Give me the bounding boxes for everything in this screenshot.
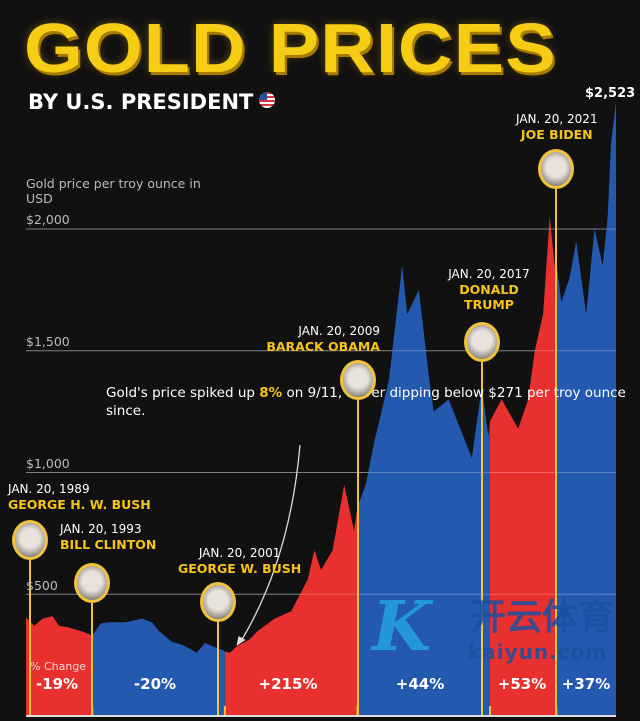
portrait-bush-jr	[200, 582, 236, 622]
title: GOLD PRICES	[24, 9, 557, 87]
president-label-clinton: JAN. 20, 1993 BILL CLINTON	[60, 522, 157, 552]
annotation-911: Gold's price spiked up 8% on 9/11, never…	[106, 385, 626, 419]
y-tick-1000: $1,000	[26, 456, 70, 471]
area-segment-2	[224, 101, 358, 716]
percent-change-label: % Change	[30, 660, 87, 673]
area-segment-0	[26, 101, 93, 716]
y-axis-label: Gold price per troy ounce in USD	[26, 176, 201, 206]
watermark-logo: K	[372, 587, 432, 667]
change-trump: +53%	[497, 675, 547, 693]
watermark-text: 开云体育	[470, 597, 615, 638]
annotation-arrowhead	[236, 636, 246, 647]
portrait-clinton	[74, 563, 110, 603]
subtitle-text: BY U.S. PRESIDENT	[28, 90, 254, 114]
portrait-obama	[340, 360, 376, 400]
y-tick-2000: $2,000	[26, 212, 70, 227]
portrait-biden	[538, 149, 574, 189]
subtitle: BY U.S. PRESIDENT	[28, 90, 276, 114]
president-label-bush-jr: JAN. 20, 2001 GEORGE W. BUSH	[178, 546, 302, 576]
president-label-bush-sr: JAN. 20, 1989 GEORGE H. W. BUSH	[8, 482, 151, 512]
change-biden: +37%	[561, 675, 611, 693]
portrait-trump	[464, 322, 500, 362]
watermark-url: kaiyun.com	[468, 640, 608, 664]
y-tick-500: $500	[26, 578, 58, 593]
portrait-bush-sr	[12, 520, 48, 560]
president-label-trump: JAN. 20, 2017 DONALD TRUMP	[448, 267, 530, 312]
y-tick-1500: $1,500	[26, 334, 70, 349]
annotation-arrow	[239, 444, 301, 643]
change-obama: +44%	[395, 675, 445, 693]
change-bush-jr: +215%	[258, 675, 318, 693]
president-label-biden: JAN. 20, 2021 JOE BIDEN	[516, 112, 598, 142]
change-clinton: -20%	[133, 675, 177, 693]
final-value-label: $2,523	[585, 86, 636, 101]
president-label-obama: JAN. 20, 2009 BARACK OBAMA	[266, 324, 380, 354]
change-bush-sr: -19%	[35, 675, 79, 693]
us-flag-icon	[259, 92, 276, 108]
